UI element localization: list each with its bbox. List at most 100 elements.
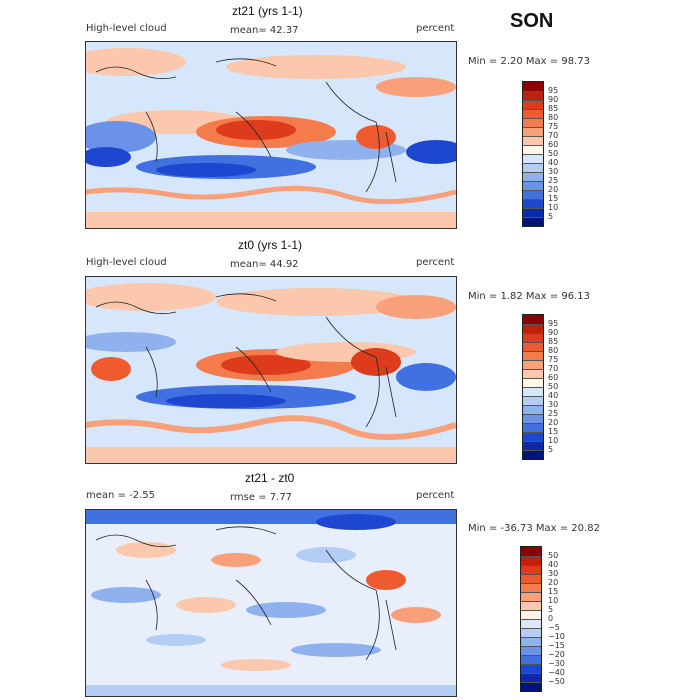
colorbar-tick-label: −30 — [548, 659, 565, 668]
cloud-map-zt21 — [85, 41, 457, 229]
colorbar-swatch — [521, 601, 541, 610]
colorbar-swatch — [521, 556, 541, 565]
colorbar-tick-label: −15 — [548, 641, 565, 650]
colorbar-tick-label: 0 — [548, 614, 554, 623]
panel-units-label: percent — [416, 23, 455, 34]
colorbar-swatch — [523, 441, 543, 450]
colorbar-tick-label: 60 — [548, 373, 559, 382]
colorbar-swatch — [523, 315, 543, 324]
colorbar-tick-label: 90 — [548, 328, 559, 337]
colorbar-swatch — [523, 145, 543, 154]
panel-mean-label: mean = -2.55 — [86, 490, 155, 501]
colorbar-tick-label: 80 — [548, 346, 559, 355]
colorbar-swatch — [521, 673, 541, 682]
colorbar-swatch — [521, 628, 541, 637]
colorbar-tick-label: 50 — [548, 382, 559, 391]
colorbar-tick-label: 70 — [548, 364, 559, 373]
panel-title: zt0 (yrs 1-1) — [238, 238, 303, 252]
colorbar-swatch — [523, 378, 543, 387]
colorbar-tick-label: 20 — [548, 418, 559, 427]
colorbar — [522, 314, 544, 460]
colorbar-tick-label: 50 — [548, 149, 559, 158]
colorbar-tick-label: 10 — [548, 436, 559, 445]
colorbar-tick-label: 85 — [548, 337, 559, 346]
panel-variable-label: High-level cloud — [86, 257, 167, 268]
colorbar-tick-label: 75 — [548, 355, 559, 364]
colorbar-swatch — [523, 154, 543, 163]
colorbar-swatch — [523, 405, 543, 414]
colorbar-swatch — [523, 190, 543, 199]
colorbar-swatch — [523, 450, 543, 459]
panel-variable-label: High-level cloud — [86, 23, 167, 34]
colorbar-swatch — [521, 619, 541, 628]
colorbar-tick-label: 15 — [548, 427, 559, 436]
colorbar-swatch — [521, 655, 541, 664]
colorbar — [520, 546, 542, 692]
colorbar-swatch — [523, 181, 543, 190]
colorbar-tick-label: 95 — [548, 86, 559, 95]
colorbar-swatch — [523, 199, 543, 208]
panel-minmax: Min = -36.73 Max = 20.82 — [468, 523, 600, 534]
colorbar-swatch — [521, 574, 541, 583]
colorbar-swatch — [523, 333, 543, 342]
colorbar-tick-label: 85 — [548, 104, 559, 113]
colorbar-tick-label: 10 — [548, 203, 559, 212]
colorbar-tick-label: −40 — [548, 668, 565, 677]
colorbar-tick-label: 25 — [548, 409, 559, 418]
colorbar-tick-label: 15 — [548, 194, 559, 203]
colorbar-tick-label: 20 — [548, 578, 559, 587]
colorbar-tick-label: −10 — [548, 632, 565, 641]
colorbar-tick-label: 90 — [548, 95, 559, 104]
colorbar-tick-label: 5 — [548, 445, 554, 454]
colorbar-swatch — [523, 118, 543, 127]
colorbar-swatch — [521, 646, 541, 655]
colorbar-swatch — [523, 127, 543, 136]
colorbar-swatch — [523, 360, 543, 369]
cloud-map-zt0 — [85, 276, 457, 464]
colorbar-tick-label: 75 — [548, 122, 559, 131]
colorbar-swatch — [521, 592, 541, 601]
colorbar-swatch — [523, 217, 543, 226]
colorbar-swatch — [523, 342, 543, 351]
colorbar-swatch — [523, 432, 543, 441]
colorbar-tick-label: 30 — [548, 569, 559, 578]
colorbar-tick-label: 25 — [548, 176, 559, 185]
colorbar-tick-label: 70 — [548, 131, 559, 140]
colorbar-tick-label: −20 — [548, 650, 565, 659]
colorbar-swatch — [523, 100, 543, 109]
panel-title: zt21 (yrs 1-1) — [232, 4, 303, 18]
colorbar-tick-label: 15 — [548, 587, 559, 596]
colorbar-tick-label: 20 — [548, 185, 559, 194]
panel-units-label: percent — [416, 490, 455, 501]
colorbar-swatch — [523, 136, 543, 145]
colorbar-swatch — [523, 324, 543, 333]
colorbar-swatch — [523, 109, 543, 118]
panel-units-label: percent — [416, 257, 455, 268]
colorbar-swatch — [521, 610, 541, 619]
panel-minmax: Min = 1.82 Max = 96.13 — [468, 291, 590, 302]
colorbar-swatch — [523, 414, 543, 423]
colorbar-swatch — [521, 637, 541, 646]
colorbar-swatch — [523, 91, 543, 100]
panel-mean-label: mean= 42.37 — [230, 25, 299, 36]
colorbar-tick-label: 5 — [548, 212, 554, 221]
colorbar-tick-label: 5 — [548, 605, 554, 614]
colorbar-tick-label: 50 — [548, 551, 559, 560]
panel-title: zt21 - zt0 — [245, 471, 295, 485]
colorbar — [522, 81, 544, 227]
colorbar-swatch — [523, 351, 543, 360]
colorbar-swatch — [521, 664, 541, 673]
cloud-difference-map — [85, 509, 457, 697]
colorbar-swatch — [523, 208, 543, 217]
colorbar-swatch — [521, 565, 541, 574]
colorbar-tick-label: −50 — [548, 677, 565, 686]
colorbar-swatch — [521, 583, 541, 592]
colorbar-tick-label: 10 — [548, 596, 559, 605]
colorbar-swatch — [521, 682, 541, 691]
colorbar-tick-label: 80 — [548, 113, 559, 122]
colorbar-swatch — [523, 82, 543, 91]
colorbar-swatch — [523, 423, 543, 432]
colorbar-tick-label: 40 — [548, 560, 559, 569]
panel-minmax: Min = 2.20 Max = 98.73 — [468, 56, 590, 67]
colorbar-tick-label: 95 — [548, 319, 559, 328]
